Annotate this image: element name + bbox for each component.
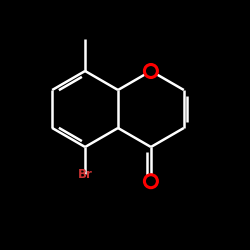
- Circle shape: [146, 66, 156, 76]
- Circle shape: [146, 176, 156, 187]
- Text: Br: Br: [78, 168, 92, 181]
